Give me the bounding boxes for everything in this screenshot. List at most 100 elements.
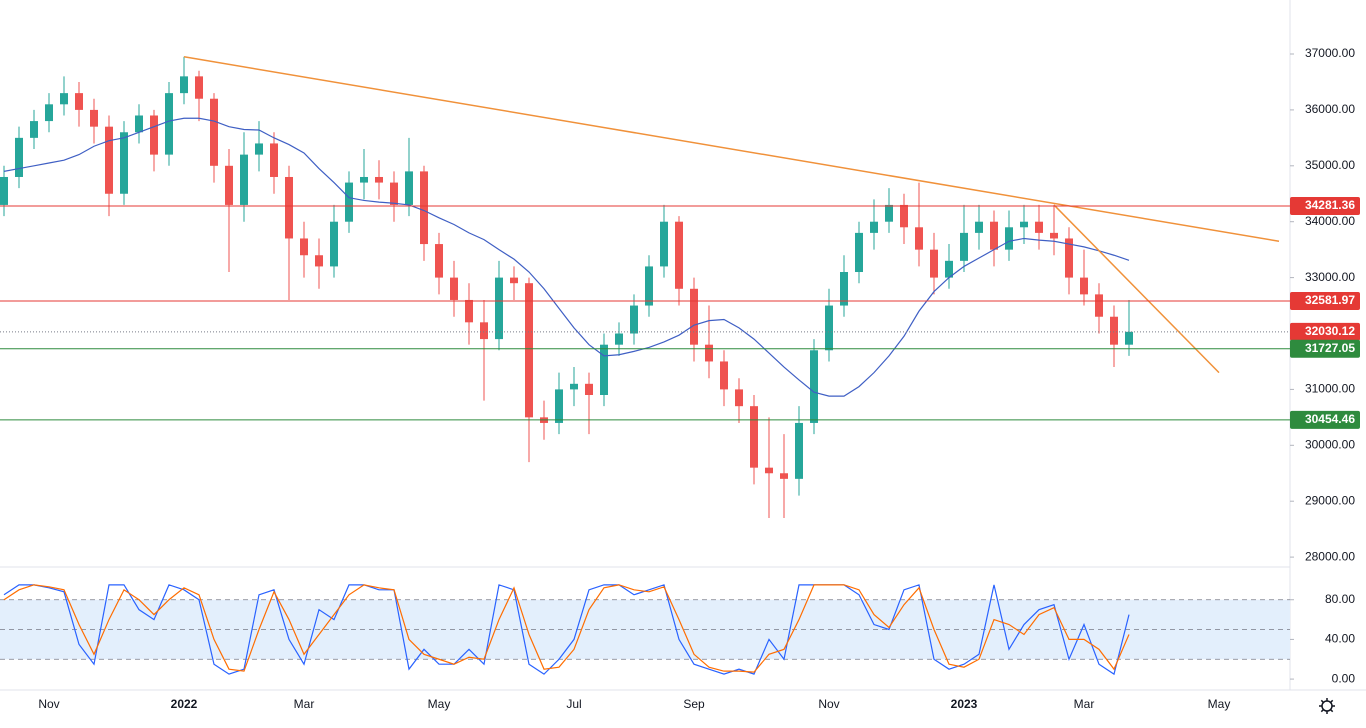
candle-body (705, 344, 713, 362)
x-tick-label: Mar (1074, 697, 1095, 711)
candle-body (90, 109, 98, 127)
candle-body (930, 249, 938, 278)
price-label: 32581.97 (1305, 293, 1355, 307)
candle-body (150, 115, 158, 155)
candle-body (195, 76, 203, 99)
y-tick-label: 35000.00 (1305, 158, 1355, 172)
settings-icon[interactable] (1319, 698, 1335, 714)
y-tick-label: 30000.00 (1305, 437, 1355, 451)
candle-body (300, 238, 308, 256)
price-label-bg (1290, 196, 1360, 215)
candle-body (345, 182, 353, 222)
oscillator-line (3, 584, 1130, 673)
candle-body (765, 467, 773, 474)
x-tick-label: Nov (38, 697, 59, 711)
candles (0, 56, 1133, 518)
y-tick-label: 33000.00 (1305, 270, 1355, 284)
x-tick-label: Jul (566, 697, 581, 711)
y-tick-label: 31000.00 (1305, 382, 1355, 396)
candle-body (900, 204, 908, 228)
candle-body (945, 260, 953, 278)
oscillator-line (3, 584, 1130, 676)
price-label-bg (1290, 410, 1360, 429)
candle-body (75, 93, 83, 110)
candle-body (1050, 232, 1058, 239)
candle-body (435, 244, 443, 278)
y-tick-label: 36000.00 (1305, 102, 1355, 116)
candle-body (15, 137, 23, 177)
candle-body (180, 76, 188, 94)
candle-body (1080, 277, 1088, 295)
candle-body (495, 277, 503, 340)
candle-body (1005, 227, 1013, 250)
price-label: 31727.05 (1305, 341, 1355, 355)
candle-body (525, 283, 533, 418)
candle-body (240, 154, 248, 205)
x-tick-label: Sep (683, 697, 705, 711)
candle-body (570, 383, 578, 390)
candle-body (450, 277, 458, 300)
price-label: 34281.36 (1305, 198, 1355, 212)
candle-body (810, 350, 818, 423)
x-tick-label: 2022 (171, 697, 198, 711)
x-tick-label: 2023 (951, 697, 978, 711)
x-tick-label: Nov (818, 697, 839, 711)
candle-body (915, 227, 923, 250)
candle-body (1095, 294, 1103, 317)
candle-body (375, 176, 383, 183)
candle-body (855, 232, 863, 273)
candle-body (360, 176, 368, 183)
candle-body (975, 221, 983, 233)
candle-body (870, 221, 878, 233)
candle-body (210, 98, 218, 166)
candle-body (780, 473, 788, 479)
y-tick-label: 40.00 (1325, 632, 1355, 646)
y-tick-label: 80.00 (1325, 592, 1355, 606)
candle-body (885, 204, 893, 222)
candle-body (465, 299, 473, 323)
candle-body (645, 266, 653, 306)
candle-body (660, 221, 668, 267)
x-tick-label: Mar (294, 697, 315, 711)
candle-body (270, 143, 278, 177)
candle-body (285, 176, 293, 239)
price-label: 30454.46 (1305, 412, 1355, 426)
candle-body (165, 93, 173, 155)
price-label-bg (1290, 291, 1360, 310)
x-tick-label: May (1208, 697, 1231, 711)
candle-body (600, 344, 608, 395)
candle-body (30, 121, 38, 138)
candle-body (1110, 316, 1118, 345)
y-tick-label: 28000.00 (1305, 549, 1355, 563)
candle-body (720, 361, 728, 390)
candle-body (510, 277, 518, 284)
candle-body (480, 322, 488, 340)
candle-body (120, 132, 128, 194)
x-tick-label: May (428, 697, 451, 711)
candle-body (630, 305, 638, 334)
price-label-bg (1290, 339, 1360, 358)
candle-body (585, 383, 593, 395)
candle-body (675, 221, 683, 289)
candle-body (555, 389, 563, 423)
candle-body (735, 389, 743, 407)
candle-body (420, 171, 428, 245)
candle-body (390, 182, 398, 205)
candle-body (1125, 331, 1133, 345)
trendline (1053, 204, 1220, 374)
moving-average (3, 117, 1130, 397)
price-label: 32030.12 (1305, 324, 1355, 338)
candle-body (135, 115, 143, 133)
candle-body (225, 165, 233, 205)
candle-body (1020, 221, 1028, 228)
trendline (183, 56, 1280, 243)
candle-body (960, 232, 968, 261)
candle-body (825, 305, 833, 351)
candle-body (315, 255, 323, 267)
candle-body (0, 176, 8, 205)
price-label-bg (1290, 322, 1360, 341)
candle-body (840, 272, 848, 306)
candle-body (750, 406, 758, 468)
